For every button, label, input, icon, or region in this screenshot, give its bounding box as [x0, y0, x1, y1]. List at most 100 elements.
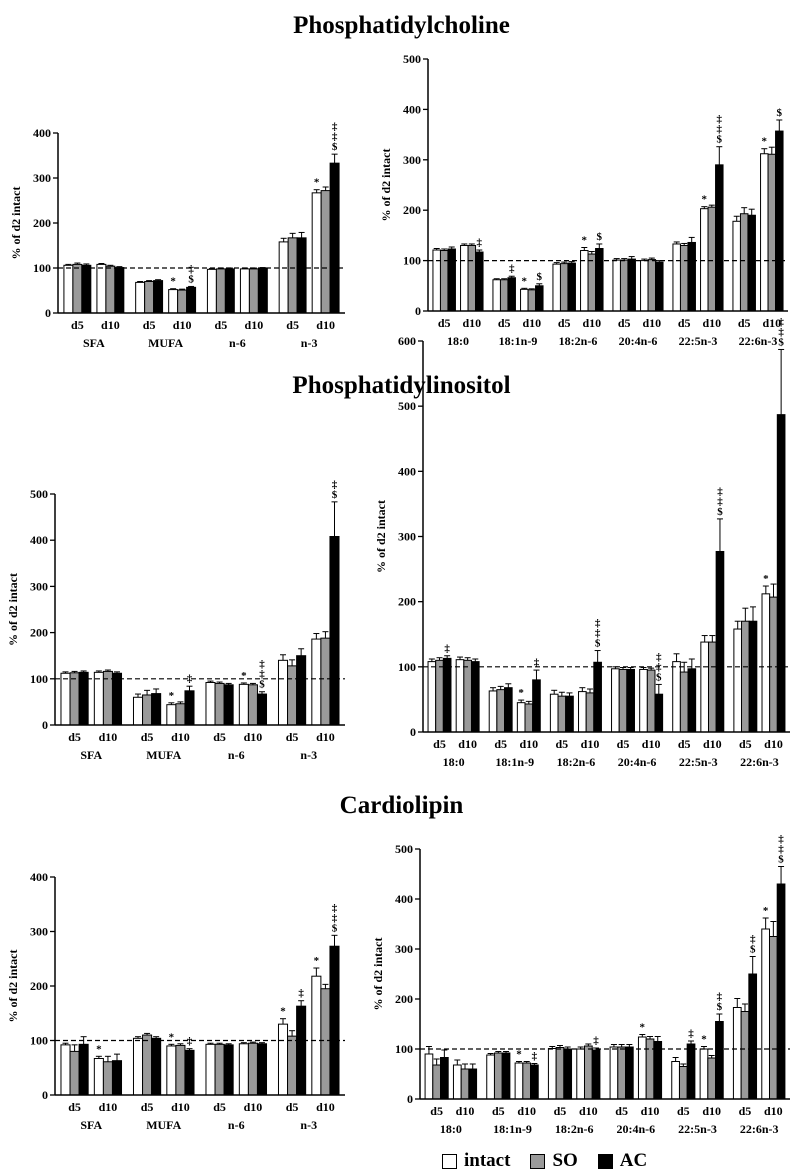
y-tick-label: 500 [395, 842, 413, 856]
y-tick-label: 0 [42, 718, 48, 732]
y-axis-label: % of d2 intact [374, 500, 388, 573]
x-sublabel: d10 [517, 1104, 536, 1118]
x-sublabel: d5 [143, 318, 156, 332]
bar [678, 1066, 688, 1100]
bar [524, 703, 534, 733]
bar [555, 1047, 565, 1100]
x-sublabel: d5 [739, 1104, 752, 1118]
significance-mark: ‡ [717, 486, 723, 498]
x-sublabel: d10 [316, 1100, 335, 1114]
bar [144, 281, 155, 314]
x-group-label: SFA [83, 336, 105, 350]
bar [93, 1057, 104, 1096]
x-group-label: 18:1n-9 [499, 334, 538, 348]
y-axis-label: % of d2 intact [6, 950, 20, 1023]
bar [552, 263, 561, 312]
bar [205, 681, 216, 726]
y-tick-label: 400 [395, 892, 413, 906]
bar [499, 279, 509, 312]
bar [679, 671, 689, 733]
significance-mark: $ [332, 141, 338, 153]
bar [320, 637, 331, 726]
x-sublabel: d10 [316, 318, 335, 332]
bar [514, 1062, 524, 1100]
bar [238, 683, 249, 726]
significance-mark: ‡ [509, 263, 515, 275]
x-group-label: n-6 [228, 1118, 245, 1132]
bar [184, 1049, 195, 1096]
significance-mark: ‡ [595, 628, 601, 640]
bar [435, 659, 444, 733]
y-axis-label: % of d2 intact [371, 938, 385, 1011]
x-sublabel: d10 [764, 1104, 783, 1118]
x-sublabel: d10 [316, 730, 335, 744]
x-sublabel: d5 [558, 316, 571, 330]
x-sublabel: d5 [678, 316, 691, 330]
x-group-label: MUFA [146, 1118, 181, 1132]
y-tick-label: 200 [33, 216, 51, 230]
significance-mark: $ [778, 854, 784, 866]
significance-mark: $ [537, 271, 543, 283]
significance-mark: ‡ [259, 669, 265, 681]
bar [488, 690, 498, 733]
bar [256, 693, 268, 726]
chart-3: 0 100 200 300 400 500 % of d2 intact d5 d10 SFA d5… [6, 479, 345, 762]
x-sublabel: d5 [494, 737, 507, 751]
significance-mark: * [640, 1022, 646, 1034]
bar [81, 264, 92, 314]
bar [296, 1005, 307, 1096]
bar [567, 262, 576, 312]
bar [715, 550, 725, 733]
x-sublabel: d5 [556, 737, 569, 751]
bar [287, 237, 298, 314]
bar [672, 661, 681, 733]
y-axis-label: % of d2 intact [9, 187, 23, 260]
x-sublabel: d5 [739, 737, 752, 751]
bar [247, 1042, 258, 1096]
bar [424, 1053, 434, 1100]
x-sublabel: d5 [554, 1104, 567, 1118]
y-tick-label: 200 [395, 992, 413, 1006]
bar [132, 1037, 144, 1096]
x-sublabel: d5 [68, 730, 81, 744]
x-group-label: 20:4n-6 [618, 755, 657, 769]
y-tick-label: 200 [403, 203, 421, 217]
bar [467, 244, 477, 312]
bar [460, 1068, 470, 1100]
x-sublabel: d10 [764, 737, 783, 751]
significance-mark: ‡ [778, 834, 784, 846]
y-tick-label: 100 [403, 254, 421, 268]
bar [205, 1043, 216, 1096]
bar [111, 672, 123, 726]
x-sublabel: d10 [762, 316, 781, 330]
bar [593, 661, 602, 733]
y-tick-label: 300 [395, 942, 413, 956]
bar [583, 1045, 593, 1100]
significance-mark: ‡ [477, 237, 483, 249]
x-sublabel: d10 [702, 316, 721, 330]
bar [93, 671, 104, 726]
x-sublabel: d5 [677, 1104, 690, 1118]
significance-mark: $ [777, 107, 783, 119]
x-sublabel: d10 [171, 1100, 190, 1114]
bar [277, 1023, 289, 1096]
significance-mark: ‡ [332, 131, 338, 143]
bar [747, 214, 756, 312]
bar [102, 1061, 113, 1096]
significance-mark: * [169, 690, 175, 702]
significance-mark: ‡ [332, 902, 338, 914]
x-sublabel: d5 [430, 1104, 443, 1118]
bar [609, 1046, 619, 1100]
y-axis-label: % of d2 intact [6, 573, 20, 646]
significance-mark: * [763, 573, 769, 585]
bar [618, 668, 628, 733]
bar [455, 659, 465, 733]
bar [102, 670, 113, 726]
bar [206, 268, 217, 314]
significance-mark: $ [656, 671, 662, 683]
x-group-label: 20:4n-6 [619, 334, 658, 348]
y-tick-label: 0 [415, 304, 421, 318]
significance-mark: ‡ [717, 114, 723, 126]
x-sublabel: d10 [703, 737, 722, 751]
